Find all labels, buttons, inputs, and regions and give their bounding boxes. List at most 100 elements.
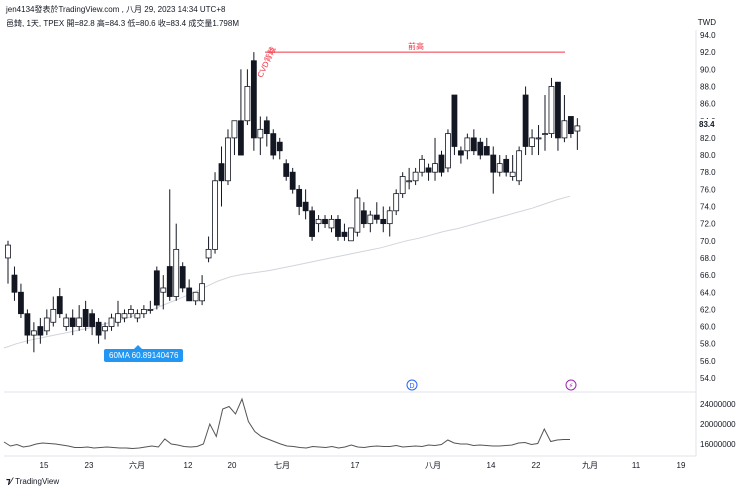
candle [348,227,354,242]
candle-body [335,218,341,237]
dividend-icon [406,379,418,391]
candle-body [128,308,134,315]
price-tick-label: 88.0 [700,82,716,91]
candle-body [11,274,18,293]
candle [302,189,309,220]
time-tick-label: 11 [632,461,641,470]
ma60-path [3,195,571,349]
candle-body [186,287,193,302]
price-tick-label: 72.0 [700,220,716,229]
candle [263,116,270,147]
candle [445,129,451,173]
candle [412,167,419,186]
candle-body [166,266,173,297]
candle-body [432,163,438,173]
candle-body [108,317,115,327]
candle-body [522,94,529,147]
brand-name: TradingView [15,477,60,486]
price-tick-label: 66.0 [700,271,716,280]
candle [548,77,555,138]
candle-body [464,137,471,152]
time-tick-label: 23 [85,461,94,470]
candle [231,120,238,156]
candle [335,215,341,241]
candle [419,155,425,177]
candle [464,133,471,160]
candle-body [367,214,374,225]
candle-body [160,287,167,293]
candle [147,300,154,314]
candle [432,137,438,181]
candle-body [542,133,548,136]
candle-body [425,167,432,173]
price-tick-label: 86.0 [700,100,716,109]
candle [108,313,115,331]
candles[interactable] [5,52,581,353]
candle [509,155,516,181]
time-ticks: 15 23 六月 12 20 七月 17 八月 14 22 九月 11 19 [40,460,686,470]
candle [561,95,568,143]
volume-tick-label: 20000000 [700,420,736,429]
candle-body [43,317,50,332]
candle-body [296,188,303,207]
price-tick-label: 60.0 [700,323,716,332]
candle [205,236,212,263]
candle [341,223,348,241]
price-tick-label: 82.0 [700,134,716,143]
candle [380,206,387,233]
candle-body [140,308,147,315]
candle [555,81,561,151]
candle-body [529,137,535,147]
candle-body [302,201,309,212]
ma60-line [3,195,571,349]
candle-body [115,313,121,323]
candle [354,189,361,237]
candle [276,137,283,160]
volume-path [3,397,570,450]
price-tick-label: 94.0 [700,31,716,40]
candle-body [63,317,70,327]
price-tick-label: 90.0 [700,65,716,74]
candle [490,146,497,194]
candle-body [399,176,406,195]
candle-body [192,291,199,302]
candle [173,223,180,301]
candle [309,206,315,241]
candle [283,159,290,181]
candle-body [328,218,335,229]
candle-body [199,283,206,302]
candle [212,172,218,254]
volume-line [3,397,570,450]
brand[interactable]: ⁊⁄ TradingView [6,476,59,487]
event-icons[interactable]: D ⚡ [406,379,577,391]
candle [76,305,83,331]
candle-body [37,326,44,336]
candle-body [496,163,503,173]
price-tick-label: 56.0 [700,357,716,366]
candle [574,118,581,150]
candle [24,309,31,344]
last-price-tag: 83.4 [699,119,735,130]
candle-body [348,227,354,242]
candle [451,94,458,156]
candle [289,167,296,194]
candle-body [257,128,264,139]
candle-body [173,248,180,297]
candle [296,185,303,216]
ma60-tag: 60MA 60.89140476 [104,345,184,362]
candle-body [470,137,477,152]
candle-body [490,154,497,173]
candle-body [393,193,400,212]
time-tick-label: 六月 [129,460,145,470]
candle-body [283,163,290,177]
candle-body [451,94,458,147]
candle [257,116,264,156]
candle [438,150,445,177]
split-icon-label: ⚡ [569,382,574,390]
candle-body [561,120,568,139]
candle [244,69,251,126]
candle-body [82,308,89,327]
candle-body [509,171,516,177]
volume-ticks: 16000000 20000000 24000000 [700,400,736,449]
